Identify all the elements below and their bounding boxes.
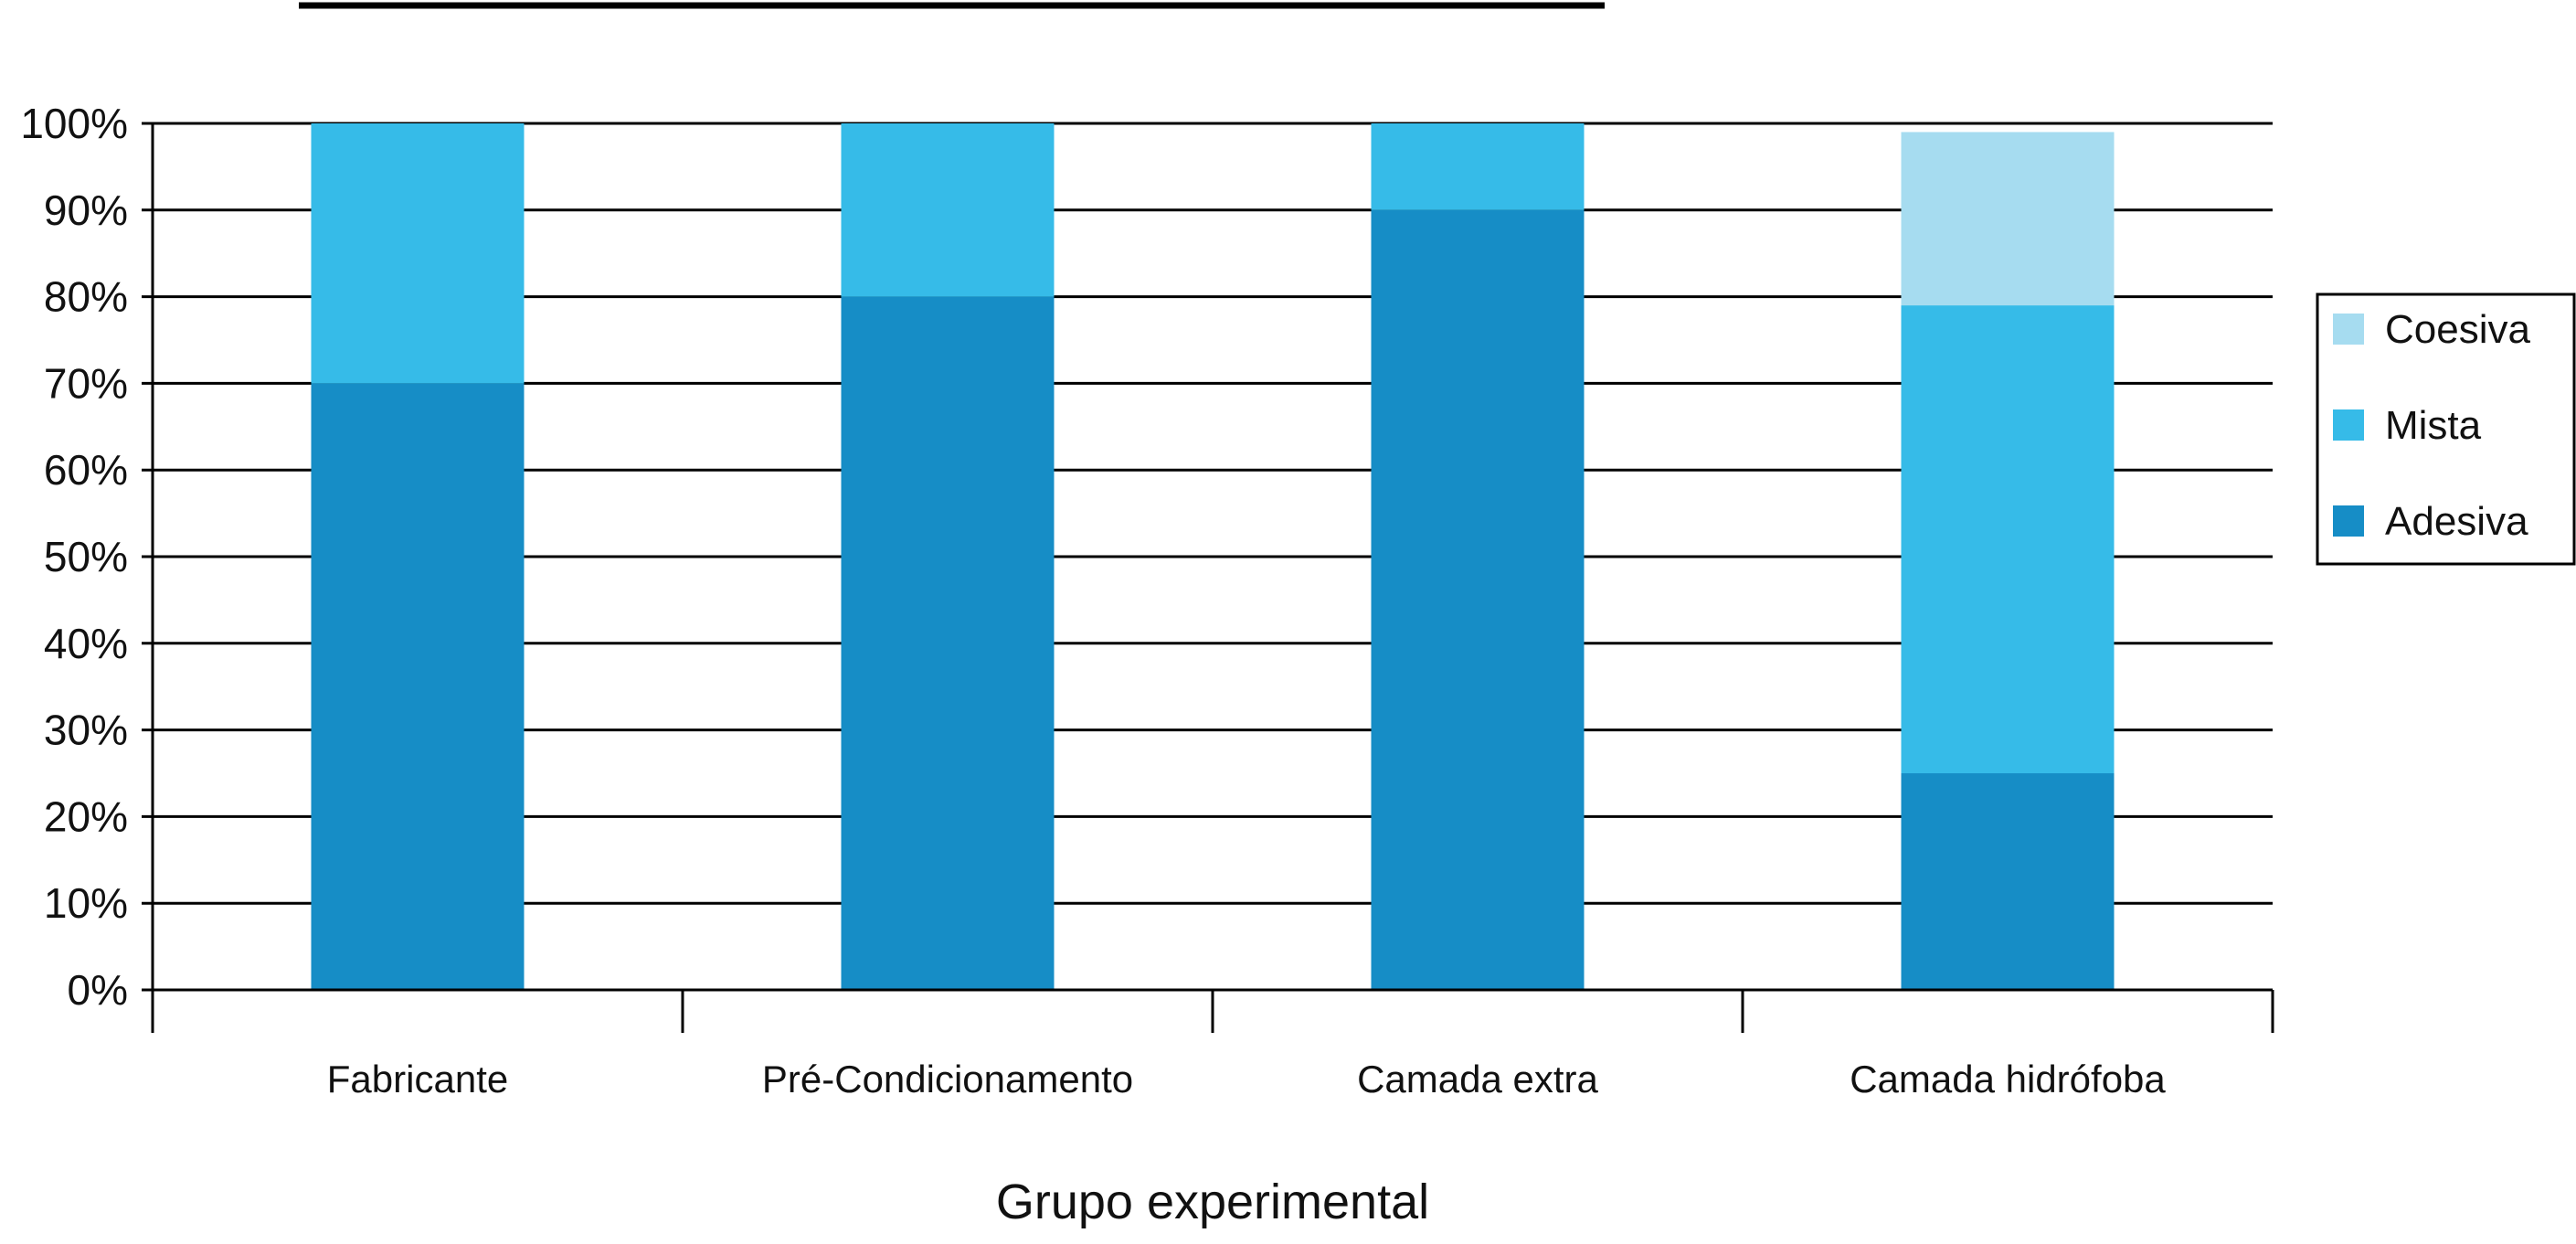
bar-segment-adesiva xyxy=(1371,209,1585,991)
legend-label: Adesiva xyxy=(2385,499,2528,544)
bar-segment-mista xyxy=(1371,123,1585,210)
bar-segment-adesiva xyxy=(1901,773,2115,990)
y-tick-label: 100% xyxy=(20,100,128,147)
y-tick-labels: 0% 10% 20% 30% 40% 50% 60% 70% 80% 90% 100% xyxy=(20,100,128,1014)
y-tick-label: 20% xyxy=(44,792,128,840)
x-axis-title: Grupo experimental xyxy=(996,1175,1429,1229)
y-tick-label: 80% xyxy=(44,273,128,321)
bar-segment-mista xyxy=(841,123,1055,297)
x-category-label: Pré-Condicionamento xyxy=(762,1058,1133,1100)
y-tick-label: 30% xyxy=(44,707,128,754)
x-category-labels: Fabricante Pré-Condicionamento Camada extr… xyxy=(327,1058,2167,1100)
x-category-label: Fabricante xyxy=(327,1058,508,1100)
legend-swatch xyxy=(2333,314,2364,345)
legend-swatch xyxy=(2333,409,2364,441)
axes xyxy=(151,123,2274,1033)
y-tick-label: 50% xyxy=(44,533,128,580)
bar-segment-adesiva xyxy=(311,383,525,990)
legend-label: Coesiva xyxy=(2385,307,2530,352)
bar-segment-coesiva xyxy=(1901,132,2115,306)
y-tick-label: 40% xyxy=(44,620,128,667)
y-tick-label: 0% xyxy=(68,966,128,1014)
bar-segment-mista xyxy=(1901,305,2115,773)
y-tick-label: 60% xyxy=(44,446,128,494)
y-tick-label: 10% xyxy=(44,879,128,927)
x-category-label: Camada extra xyxy=(1357,1058,1598,1100)
legend: Coesiva Mista Adesiva xyxy=(2316,292,2576,566)
bar-segment-mista xyxy=(311,123,525,384)
y-tick-label: 70% xyxy=(44,359,128,407)
legend-swatch xyxy=(2333,505,2364,537)
y-tick-label: 90% xyxy=(44,186,128,234)
legend-label: Mista xyxy=(2385,403,2482,448)
bars xyxy=(311,123,2115,991)
bar-segment-adesiva xyxy=(841,296,1055,991)
x-category-label: Camada hidrófoba xyxy=(1850,1058,2166,1100)
